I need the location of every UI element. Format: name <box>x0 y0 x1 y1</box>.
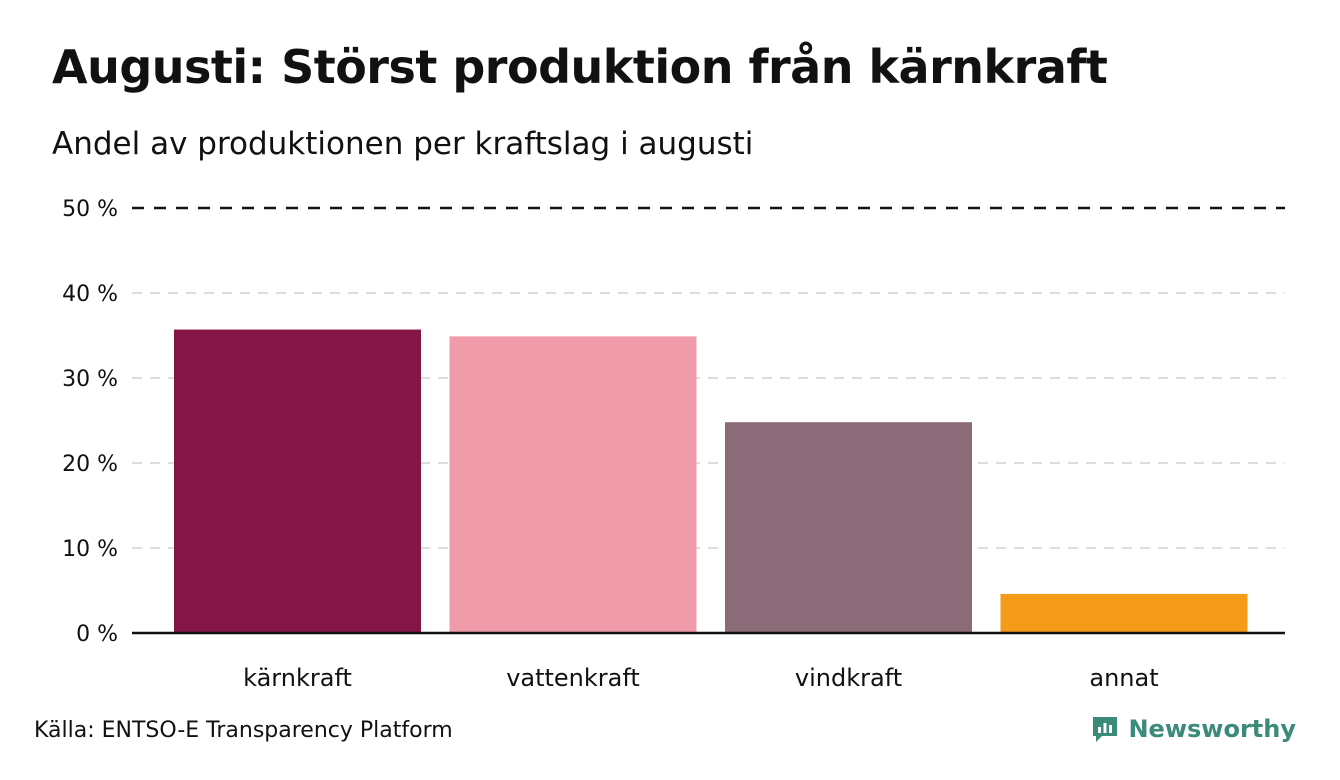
y-tick-label: 20 % <box>62 452 118 477</box>
x-category-label: kärnkraft <box>243 664 352 692</box>
y-tick-label: 0 % <box>76 622 118 647</box>
y-tick-label: 50 % <box>62 197 118 222</box>
bar-vattenkraft <box>449 336 697 633</box>
y-tick-label: 40 % <box>62 282 118 307</box>
bar-annat <box>1000 593 1248 633</box>
bars <box>174 329 1248 633</box>
chart-title: Augusti: Störst produktion från kärnkraf… <box>52 40 1108 94</box>
y-axis-ticks: 0 % 10 % 20 % 30 % 40 % 50 % <box>62 197 118 647</box>
chart-subtitle: Andel av produktionen per kraftslag i au… <box>52 126 754 162</box>
newsworthy-logo-icon <box>1093 717 1118 742</box>
y-tick-label: 10 % <box>62 537 118 562</box>
y-tick-label: 30 % <box>62 367 118 392</box>
gridlines <box>132 206 1285 549</box>
bar-kärnkraft <box>174 329 421 633</box>
x-category-label: annat <box>1089 664 1158 692</box>
x-category-label: vindkraft <box>795 664 902 692</box>
source-note: Källa: ENTSO-E Transparency Platform <box>34 718 453 743</box>
x-category-label: vattenkraft <box>506 664 640 692</box>
x-axis-labels: kärnkraft vattenkraft vindkraft annat <box>243 664 1159 692</box>
brand-logo: Newsworthy <box>1090 714 1296 744</box>
bar-vindkraft <box>725 422 972 633</box>
brand-name: Newsworthy <box>1128 715 1296 743</box>
